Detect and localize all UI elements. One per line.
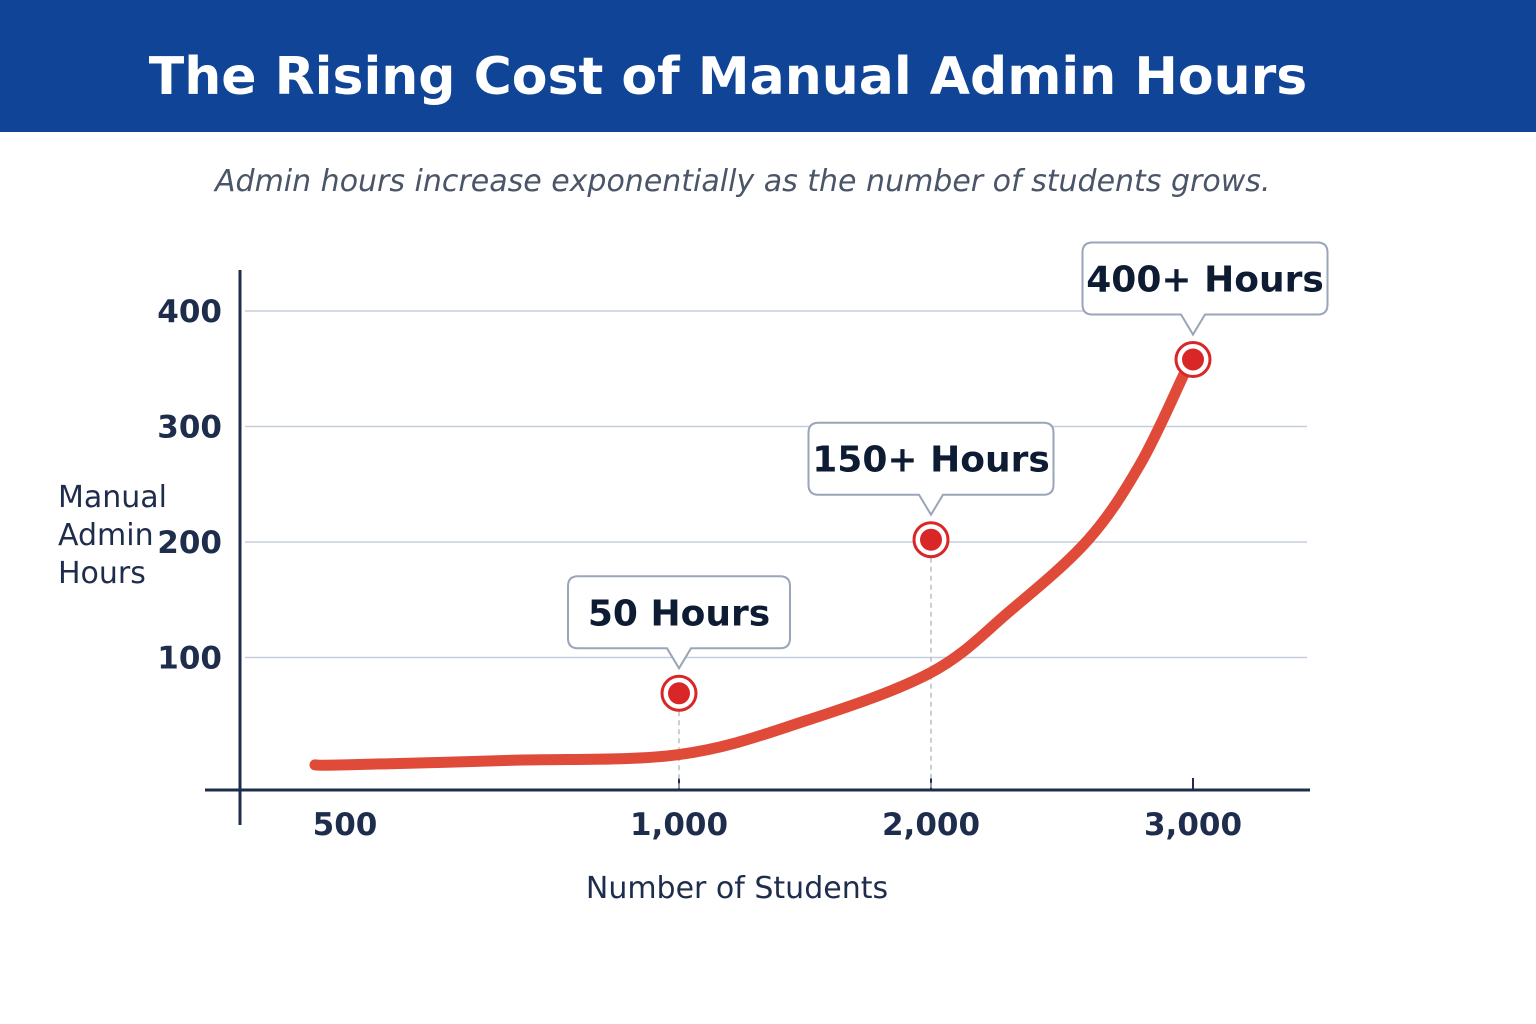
chart-subtitle: Admin hours increase exponentially as th… <box>215 164 1271 199</box>
data-point <box>920 528 942 551</box>
title-banner: The Rising Cost of Manual Admin Hours <box>0 0 1536 132</box>
x-tick-label: 1,000 <box>630 807 728 843</box>
x-tick-label: 3,000 <box>1144 807 1242 843</box>
y-tick-label: 200 <box>157 525 222 561</box>
x-axis-title: Number of Students <box>586 871 888 906</box>
data-point <box>1182 348 1204 371</box>
y-axis-title: Admin <box>58 518 154 553</box>
data-point <box>668 682 690 705</box>
series-line-admin-hours <box>309 369 1190 771</box>
callout: 150+ Hours <box>807 421 1055 517</box>
y-axis-title: Manual <box>58 480 167 515</box>
callout-label: 150+ Hours <box>812 440 1050 481</box>
callout-box <box>567 575 791 671</box>
callout-box <box>1081 241 1329 337</box>
callout-label: 50 Hours <box>588 593 770 634</box>
callout-box <box>807 421 1055 517</box>
callout: 400+ Hours <box>1081 241 1329 337</box>
y-tick-label: 100 <box>157 641 222 677</box>
callout: 50 Hours <box>567 575 791 671</box>
y-axis-title: Hours <box>58 556 146 591</box>
x-tick-label: 2,000 <box>882 807 980 843</box>
y-tick-label: 400 <box>157 294 222 330</box>
callout-label: 400+ Hours <box>1086 260 1324 301</box>
y-tick-label: 300 <box>157 410 222 446</box>
x-tick-label: 500 <box>313 807 378 843</box>
chart-title: The Rising Cost of Manual Admin Hours <box>148 47 1308 107</box>
